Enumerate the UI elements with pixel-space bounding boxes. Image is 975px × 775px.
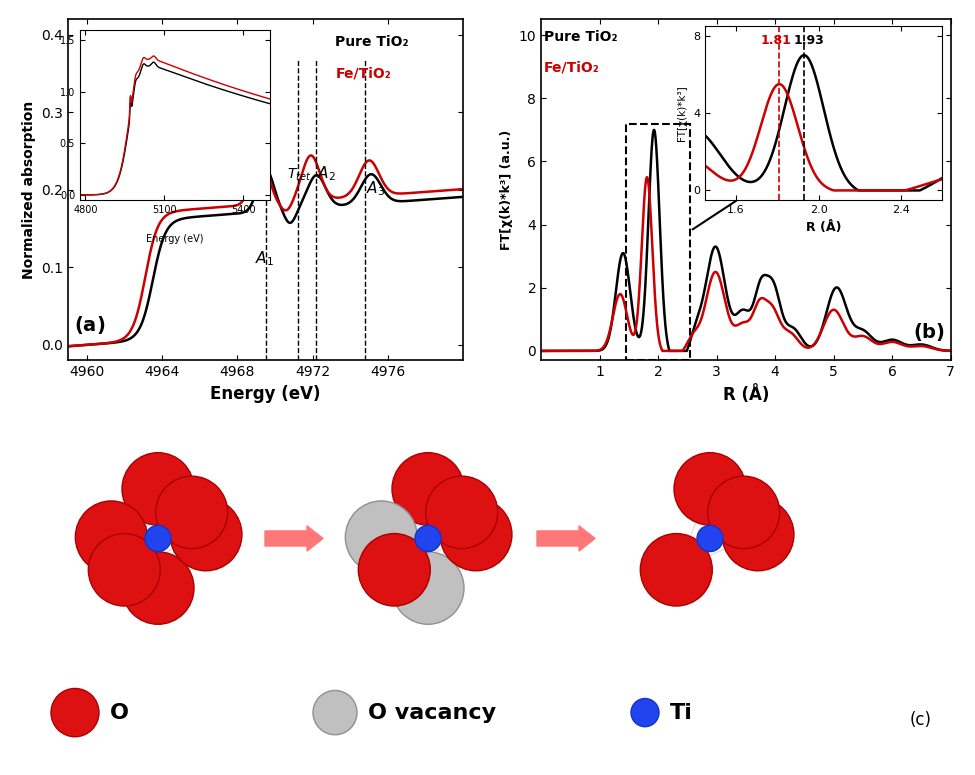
Circle shape (170, 498, 242, 571)
Circle shape (415, 525, 441, 552)
Text: $A_1$: $A_1$ (255, 250, 274, 268)
Text: Pure TiO₂: Pure TiO₂ (335, 36, 409, 50)
Circle shape (313, 691, 357, 735)
Circle shape (641, 533, 713, 606)
Text: Pure TiO₂: Pure TiO₂ (544, 30, 617, 44)
Text: $T_{tet}$: $T_{tet}$ (288, 167, 312, 183)
Circle shape (392, 552, 464, 625)
Text: (c): (c) (910, 711, 932, 728)
Y-axis label: FT[χ(k)*k³] (a.u.): FT[χ(k)*k³] (a.u.) (500, 129, 513, 250)
Y-axis label: Normalized absorption: Normalized absorption (21, 101, 36, 279)
Circle shape (75, 501, 147, 574)
Circle shape (440, 498, 512, 571)
Text: Fe/TiO₂: Fe/TiO₂ (544, 60, 600, 74)
Circle shape (392, 453, 464, 525)
Text: $A_3$: $A_3$ (367, 180, 385, 198)
Circle shape (145, 525, 171, 552)
Circle shape (122, 453, 194, 525)
Text: $A_2$: $A_2$ (318, 164, 336, 183)
X-axis label: R (Å): R (Å) (722, 385, 769, 404)
FancyArrow shape (537, 526, 595, 551)
Circle shape (51, 688, 99, 737)
Circle shape (122, 552, 194, 625)
Circle shape (697, 525, 723, 552)
Text: Fe/TiO₂: Fe/TiO₂ (335, 67, 391, 81)
Circle shape (722, 498, 794, 571)
Circle shape (156, 476, 228, 549)
Circle shape (708, 476, 780, 549)
Text: O: O (110, 703, 129, 722)
Circle shape (345, 501, 417, 574)
Circle shape (674, 453, 746, 525)
Text: Ti: Ti (670, 703, 693, 722)
Bar (626, 123, 690, 360)
X-axis label: Energy (eV): Energy (eV) (211, 385, 321, 403)
Circle shape (358, 533, 430, 606)
Text: $\bf{(a)}$: $\bf{(a)}$ (74, 314, 105, 336)
Circle shape (426, 476, 497, 549)
Text: $\bf{(b)}$: $\bf{(b)}$ (913, 322, 945, 343)
Circle shape (89, 533, 160, 606)
FancyArrow shape (265, 526, 323, 551)
Text: O vacancy: O vacancy (368, 703, 496, 722)
Circle shape (631, 698, 659, 727)
